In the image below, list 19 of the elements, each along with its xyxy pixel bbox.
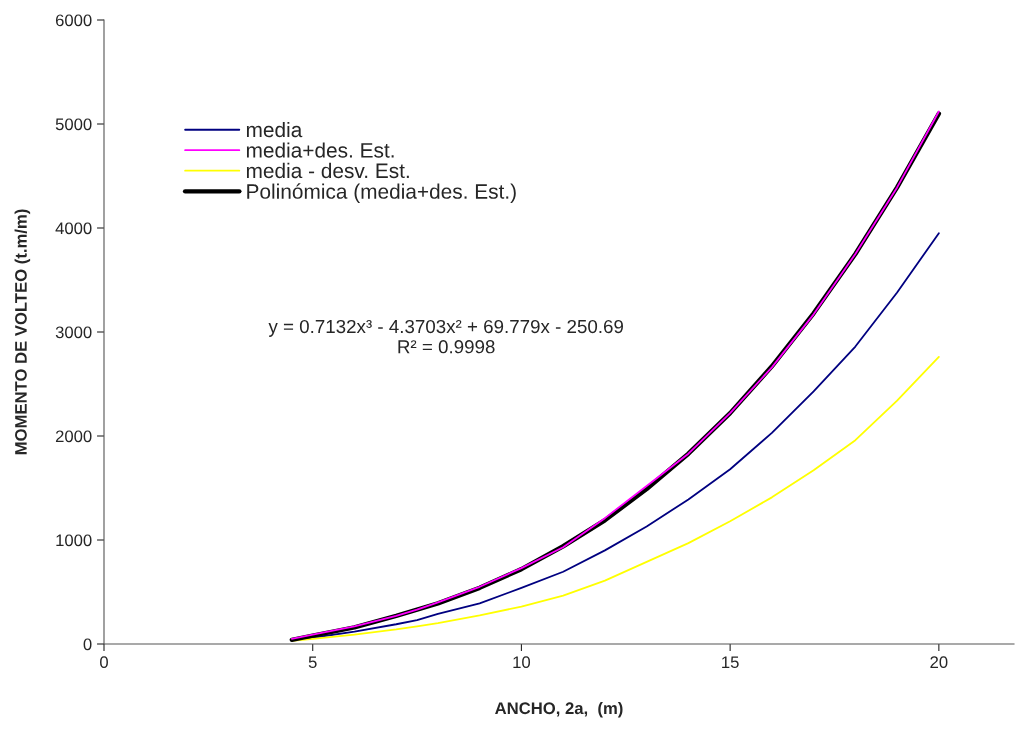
y-tick-label: 2000 xyxy=(55,430,92,443)
x-tick-label: 15 xyxy=(722,656,739,669)
y-tick-label: 0 xyxy=(83,638,92,651)
x-tick-label: 20 xyxy=(930,656,948,669)
y-tick-label: 3000 xyxy=(55,326,92,339)
x-tick-label: 10 xyxy=(513,656,531,669)
x-tick-label: 0 xyxy=(100,656,108,669)
annotation: y = 0.7132x³ - 4.3703x² + 69.779x - 250.69 R² = 0.9998 xyxy=(268,319,623,354)
legend-label: media+des. Est. xyxy=(246,142,394,158)
x-axis-title: ANCHO, 2a, (m) xyxy=(495,701,623,718)
legend-label: Polinómica (media+des. Est.) xyxy=(247,183,516,203)
legend-label: media - desv. Est. xyxy=(246,162,409,179)
y-tick-label: 4000 xyxy=(55,222,92,235)
y-tick-label: 1000 xyxy=(56,534,92,547)
y-tick-label: 5000 xyxy=(55,118,92,131)
y-axis-title: MOMENTO DE VOLTEO (t.m/m) xyxy=(14,209,31,455)
y-tick-label: 6000 xyxy=(55,14,92,27)
legend-label: media xyxy=(246,121,303,138)
x-tick-label: 5 xyxy=(308,656,317,669)
